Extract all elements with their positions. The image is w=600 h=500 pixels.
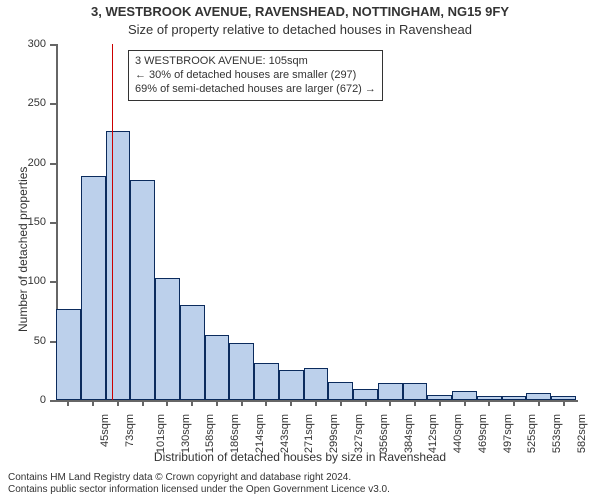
x-tick-mark xyxy=(365,400,367,406)
x-tick-mark xyxy=(290,400,292,406)
title-line2: Size of property relative to detached ho… xyxy=(0,22,600,37)
info-box-line: 69% of semi-detached houses are larger (… xyxy=(135,83,376,97)
histogram-bar xyxy=(130,180,155,400)
y-tick-mark xyxy=(50,103,56,105)
info-box-line: 3 WESTBROOK AVENUE: 105sqm xyxy=(135,55,376,69)
histogram-bar xyxy=(403,383,428,400)
x-tick-label: 243sqm xyxy=(279,414,291,453)
histogram-bar xyxy=(526,393,551,400)
footer-attribution: Contains HM Land Registry data © Crown c… xyxy=(8,472,390,496)
y-tick-mark xyxy=(50,222,56,224)
x-tick-label: 299sqm xyxy=(328,414,340,453)
title-line1: 3, WESTBROOK AVENUE, RAVENSHEAD, NOTTING… xyxy=(0,4,600,19)
x-tick-label: 582sqm xyxy=(576,414,588,453)
x-tick-label: 469sqm xyxy=(477,414,489,453)
x-tick-mark xyxy=(538,400,540,406)
x-tick-label: 271sqm xyxy=(304,414,316,453)
x-tick-label: 327sqm xyxy=(353,414,365,453)
x-tick-label: 553sqm xyxy=(551,414,563,453)
histogram-bar xyxy=(229,343,254,400)
x-tick-label: 440sqm xyxy=(452,414,464,453)
x-tick-mark xyxy=(166,400,168,406)
chart-container: 3, WESTBROOK AVENUE, RAVENSHEAD, NOTTING… xyxy=(0,0,600,500)
x-tick-mark xyxy=(117,400,119,406)
y-axis-label: Number of detached properties xyxy=(16,167,30,332)
footer-line2: Contains public sector information licen… xyxy=(8,484,390,496)
x-tick-label: 101sqm xyxy=(155,414,167,453)
info-box: 3 WESTBROOK AVENUE: 105sqm← 30% of detac… xyxy=(128,50,383,101)
y-tick-label: 150 xyxy=(0,216,46,228)
y-tick-mark xyxy=(50,400,56,402)
x-tick-mark xyxy=(513,400,515,406)
histogram-bar xyxy=(254,363,279,400)
histogram-bar xyxy=(353,389,378,400)
histogram-bar xyxy=(205,335,230,400)
histogram-bar xyxy=(81,176,106,400)
y-tick-mark xyxy=(50,44,56,46)
y-tick-label: 250 xyxy=(0,97,46,109)
y-tick-label: 100 xyxy=(0,275,46,287)
histogram-bar xyxy=(106,131,131,400)
x-tick-mark xyxy=(142,400,144,406)
histogram-bar xyxy=(304,368,329,400)
y-tick-label: 0 xyxy=(0,394,46,406)
x-tick-mark xyxy=(464,400,466,406)
x-tick-label: 525sqm xyxy=(526,414,538,453)
histogram-bar xyxy=(279,370,304,400)
x-tick-label: 214sqm xyxy=(254,414,266,453)
x-tick-label: 356sqm xyxy=(378,414,390,453)
x-tick-label: 130sqm xyxy=(180,414,192,453)
histogram-bar xyxy=(378,383,403,400)
x-tick-label: 158sqm xyxy=(205,414,217,453)
x-tick-mark xyxy=(67,400,69,406)
x-tick-mark xyxy=(439,400,441,406)
x-tick-label: 45sqm xyxy=(99,414,111,447)
x-tick-label: 186sqm xyxy=(229,414,241,453)
info-box-line: ← 30% of detached houses are smaller (29… xyxy=(135,69,376,83)
x-tick-mark xyxy=(488,400,490,406)
x-tick-mark xyxy=(340,400,342,406)
x-tick-mark xyxy=(389,400,391,406)
y-tick-label: 200 xyxy=(0,157,46,169)
x-tick-label: 384sqm xyxy=(403,414,415,453)
marker-line xyxy=(112,44,113,400)
x-tick-label: 412sqm xyxy=(427,414,439,453)
x-tick-mark xyxy=(92,400,94,406)
histogram-bar xyxy=(155,278,180,400)
x-tick-mark xyxy=(216,400,218,406)
histogram-bar xyxy=(452,391,477,400)
histogram-bar xyxy=(328,382,353,400)
histogram-bar xyxy=(56,309,81,400)
x-tick-mark xyxy=(265,400,267,406)
y-tick-label: 300 xyxy=(0,38,46,50)
histogram-bar xyxy=(180,305,205,400)
y-tick-mark xyxy=(50,163,56,165)
x-tick-mark xyxy=(191,400,193,406)
footer-line1: Contains HM Land Registry data © Crown c… xyxy=(8,472,390,484)
y-tick-label: 50 xyxy=(0,335,46,347)
y-tick-mark xyxy=(50,281,56,283)
x-tick-mark xyxy=(414,400,416,406)
x-tick-mark xyxy=(563,400,565,406)
x-tick-mark xyxy=(315,400,317,406)
x-tick-label: 497sqm xyxy=(502,414,514,453)
x-tick-mark xyxy=(241,400,243,406)
x-tick-label: 73sqm xyxy=(124,414,136,447)
